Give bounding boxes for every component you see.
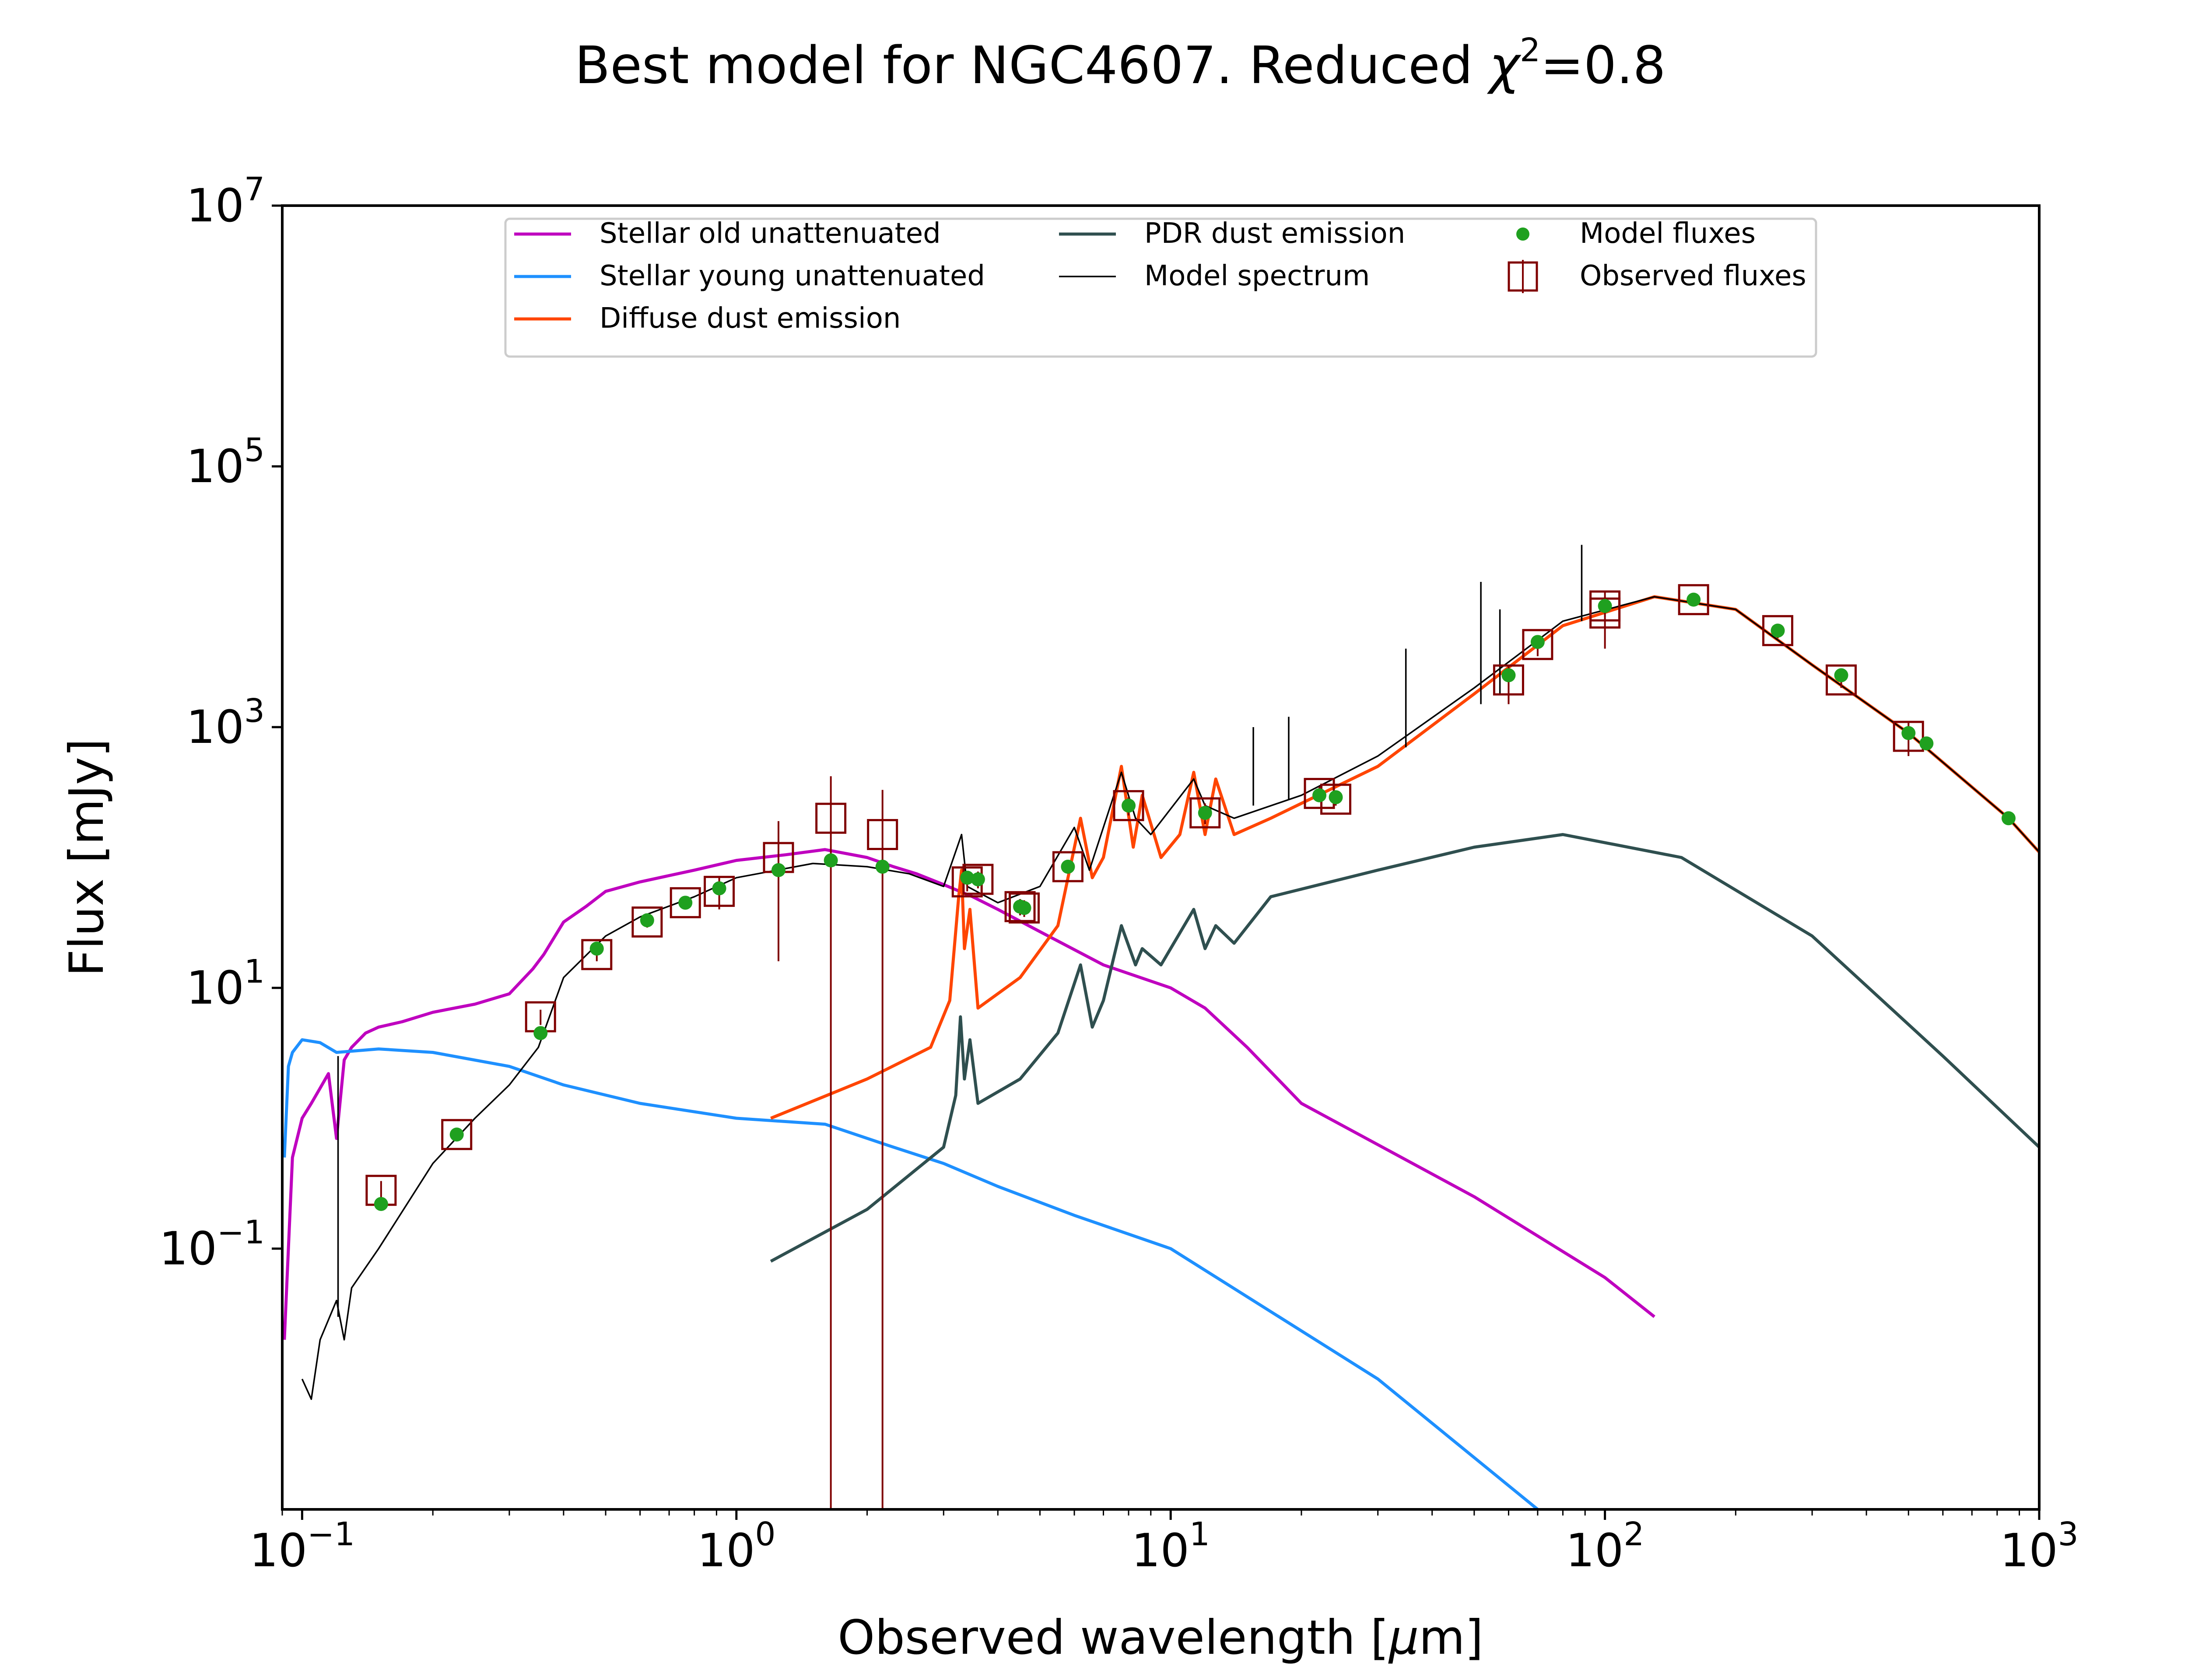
model-flux-point (824, 853, 838, 868)
model-flux-point (1834, 668, 1848, 682)
model-flux-point (449, 1127, 464, 1142)
model-flux-point (1312, 788, 1327, 802)
model-flux-point (960, 871, 975, 885)
x-tick-label: 103 (2000, 1516, 2078, 1577)
legend-swatch (1516, 228, 1529, 241)
legend-item-model-fluxes: Model fluxes (1516, 217, 1756, 250)
x-axis-label-text: Observed wavelength [ (838, 1610, 1389, 1665)
model-flux-point (1061, 860, 1075, 874)
model-flux-point (640, 913, 654, 928)
legend-item-diffuse-dust: Diffuse dust emission (514, 302, 901, 335)
model-flux-point (1687, 592, 1701, 607)
observed-flux-marker (1009, 892, 1040, 924)
observed-flux-marker (1004, 891, 1036, 922)
legend-box (504, 217, 1817, 358)
observed-flux-marker (441, 1119, 473, 1150)
model-flux-point (1017, 901, 1031, 915)
model-flux-point (589, 942, 604, 956)
observed-flux-marker (815, 802, 847, 834)
model-flux-point (374, 1197, 388, 1211)
model-flux-point (1901, 726, 1916, 740)
model-flux-point (1771, 623, 1785, 638)
x-axis: 10−1 100 101 102 103 (249, 1509, 2079, 1577)
chart-title: Best model for NGC4607. Reduced χ2=0.8 (575, 32, 1666, 95)
model-flux-point (1501, 668, 1516, 682)
legend-item-stellar-old: Stellar old unattenuated (514, 217, 941, 250)
legend-label: PDR dust emission (1144, 217, 1405, 250)
y-tick-label: 103 (186, 692, 265, 754)
x-tick-label: 101 (1131, 1516, 1210, 1577)
model-flux-point (2001, 811, 2016, 826)
marker-layer (365, 584, 2016, 1211)
legend-label: Model spectrum (1144, 260, 1370, 292)
observed-flux-marker (1893, 721, 1924, 752)
model-flux-point (533, 1026, 548, 1040)
observed-flux-marker (1113, 790, 1144, 821)
observed-flux-marker (1052, 851, 1083, 882)
legend-swatch (1508, 261, 1538, 292)
model-flux-point (971, 872, 985, 886)
observed-flux-marker (1522, 629, 1553, 660)
model-flux-point (1329, 790, 1343, 805)
legend-label: Model fluxes (1580, 217, 1756, 250)
legend: Stellar old unattenuated Stellar young un… (504, 217, 1817, 358)
observed-flux-marker (1189, 797, 1221, 829)
model-flux-point (712, 881, 726, 896)
model-flux-point (875, 860, 890, 874)
legend-label: Observed fluxes (1580, 260, 1806, 292)
chart-title-value: =0.8 (1540, 35, 1666, 95)
legend-item-stellar-young: Stellar young unattenuated (514, 260, 985, 292)
observed-flux-marker (631, 906, 663, 938)
model-flux-point (1122, 798, 1136, 813)
chart-title-chi-exponent: 2 (1520, 32, 1540, 69)
model-flux-point (1919, 736, 1934, 751)
observed-flux-marker (1762, 615, 1794, 646)
model-flux-point (1198, 805, 1212, 820)
legend-label: Diffuse dust emission (600, 302, 901, 335)
series-line-model-spectrum (301, 596, 2039, 1400)
y-tick-label: 107 (186, 171, 265, 232)
x-axis-label-unit: m] (1419, 1610, 1483, 1665)
series-line-stellar-young (283, 1038, 1539, 1509)
legend-label: Stellar old unattenuated (600, 217, 941, 250)
series-line-pdr-dust (770, 833, 2039, 1263)
observed-flux-marker (581, 939, 613, 970)
observed-flux-marker (867, 819, 898, 850)
y-tick-label: 101 (186, 953, 265, 1015)
observed-flux-marker (1493, 664, 1524, 696)
observed-flux-marker (670, 887, 701, 918)
series-line-stellar-old (283, 848, 1655, 1340)
x-tick-label: 100 (697, 1516, 775, 1577)
chart-title-text: Best model for NGC4607. Reduced (575, 35, 1489, 95)
x-axis-label: Observed wavelength [μm] (838, 1610, 1483, 1665)
plot-frame-border (281, 204, 2041, 1511)
observed-flux-marker (1589, 590, 1621, 622)
observed-flux-marker (1826, 664, 1857, 696)
legend-item-model-spectrum: Model spectrum (1059, 260, 1370, 292)
y-axis-label: Flux [mJy] (60, 738, 114, 976)
observed-flux-marker (704, 875, 735, 907)
model-flux-point (771, 863, 785, 877)
legend-label: Stellar young unattenuated (600, 260, 985, 292)
model-flux-point (1530, 635, 1545, 649)
y-tick-label: 105 (186, 431, 265, 493)
model-flux-point (1598, 599, 1612, 613)
legend-item-pdr-dust: PDR dust emission (1059, 217, 1405, 250)
x-tick-label: 10−1 (249, 1516, 355, 1577)
observed-flux-marker (1678, 584, 1709, 616)
chart-title-chi: χ (1487, 35, 1522, 95)
x-tick-label: 102 (1566, 1516, 1644, 1577)
model-flux-point (678, 896, 693, 910)
x-axis-label-mu: μ (1388, 1610, 1419, 1665)
y-axis: 10−1 101 103 105 107 (159, 171, 282, 1275)
legend-item-observed-fluxes: Observed fluxes (1508, 260, 1806, 293)
series-layer (283, 545, 2039, 1509)
y-tick-label: 10−1 (159, 1214, 265, 1275)
